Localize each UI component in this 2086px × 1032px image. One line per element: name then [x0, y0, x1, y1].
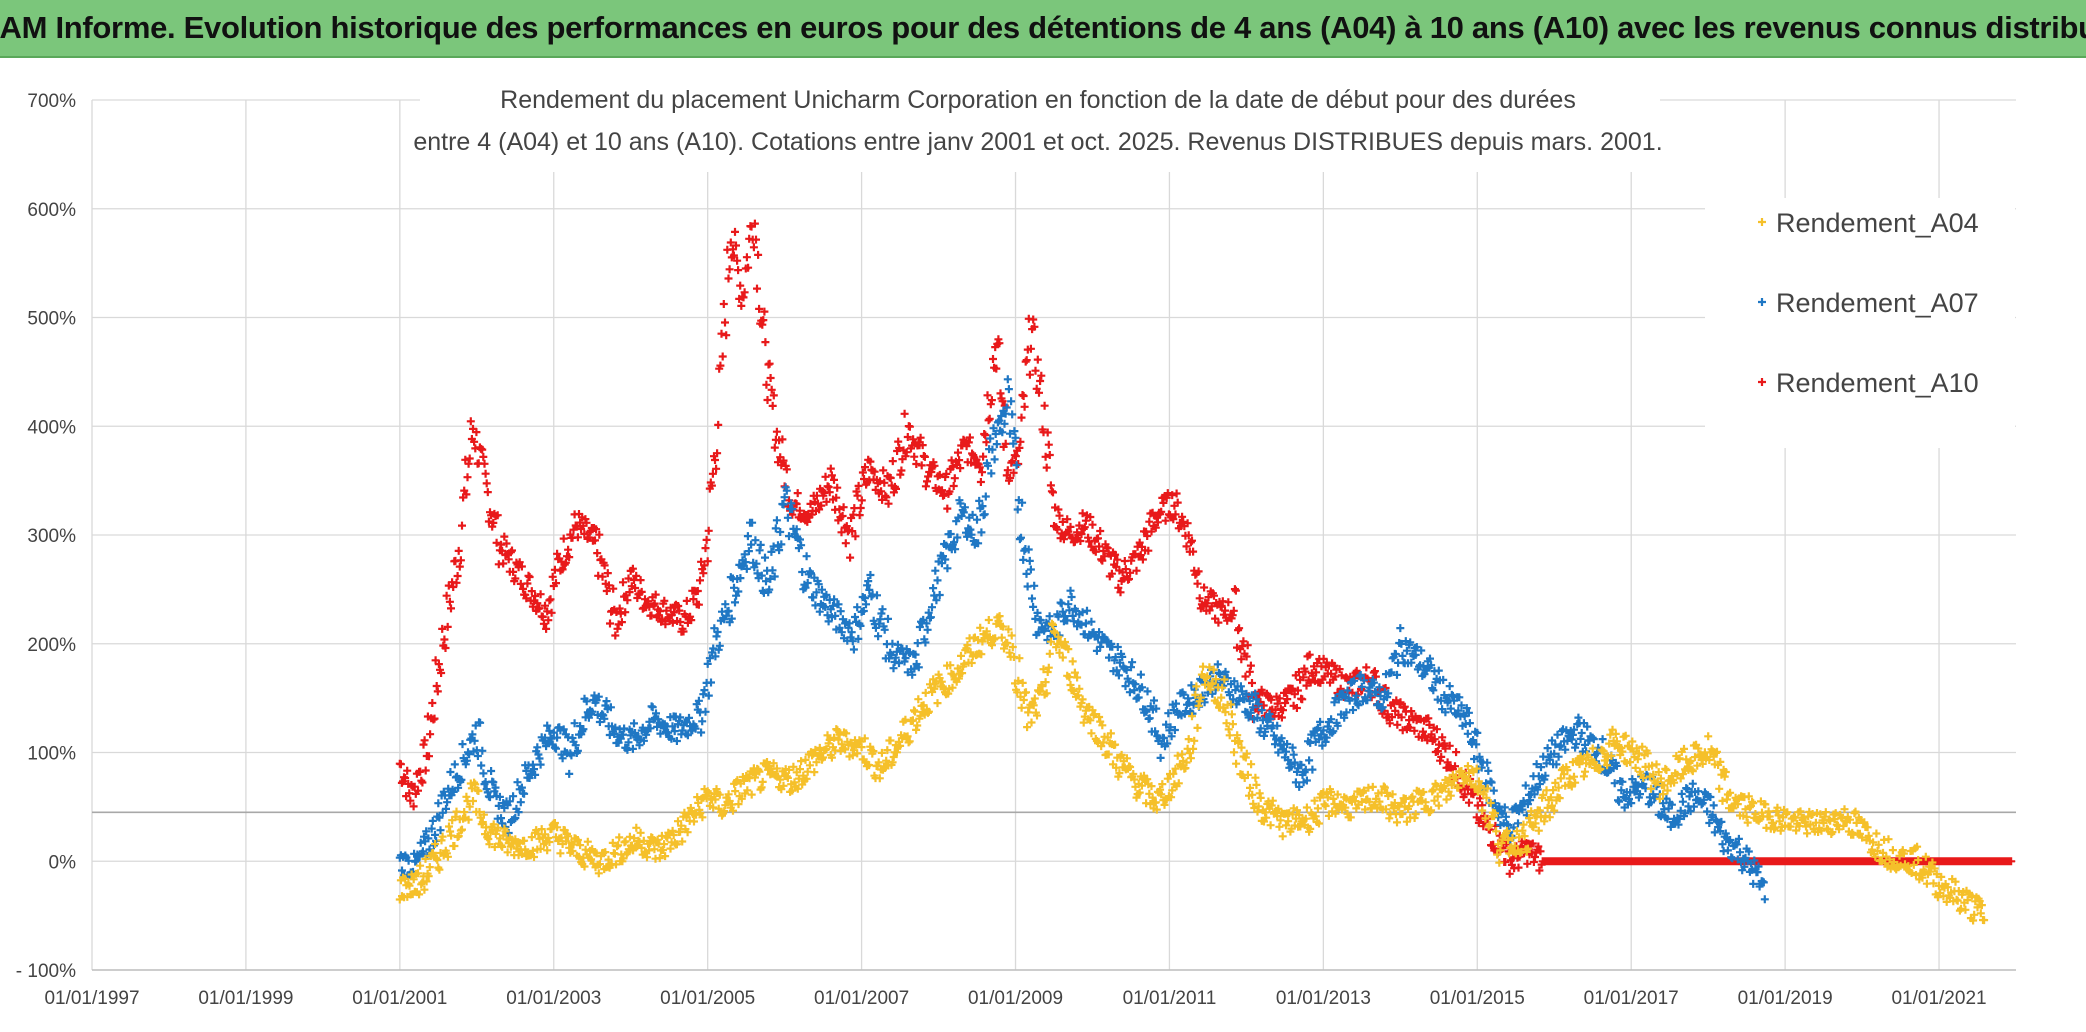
scatter-chart: - 100% 0% 100% 200% 300% 400% 500% 600% 700% 01/…	[0, 58, 2086, 1032]
gridlines	[91, 99, 2016, 971]
page-title-banner: ADAM Informe. Evolution historique des p…	[0, 0, 2086, 58]
y-tick-label: 0%	[49, 852, 77, 873]
y-tick-label: - 100%	[16, 961, 76, 982]
data-points	[395, 219, 2016, 925]
legend-marker-Rendement_A10	[1758, 378, 1766, 386]
series-Rendement_A07	[395, 375, 1769, 904]
y-tick-label: 300%	[27, 526, 76, 547]
x-tick-label: 01/01/1999	[198, 988, 293, 1009]
legend-label: Rendement_A07	[1776, 288, 1979, 318]
series-points-Rendement_A07	[395, 375, 1769, 904]
y-tick-label: 400%	[27, 417, 76, 438]
y-tick-label: 500%	[27, 309, 76, 330]
x-tick-label: 01/01/2009	[968, 988, 1063, 1009]
x-tick-label: 01/01/2007	[814, 988, 909, 1009]
legend: Rendement_A04 Rendement_A07 Rendement_A10	[1705, 198, 2015, 448]
legend-marker-Rendement_A04	[1758, 218, 1766, 226]
x-tick-label: 01/01/2011	[1123, 988, 1217, 1009]
chart-title-line2: entre 4 (A04) et 10 ans (A10). Cotations…	[413, 128, 1662, 156]
x-tick-label: 01/01/2003	[506, 988, 601, 1009]
legend-box	[1705, 198, 2015, 448]
x-tick-label: 01/01/2005	[660, 988, 755, 1009]
y-tick-label: 600%	[27, 200, 76, 221]
series-Rendement_A04	[395, 612, 1989, 925]
x-tick-label: 01/01/2021	[1891, 988, 1986, 1009]
x-tick-label: 01/01/2015	[1430, 988, 1525, 1009]
y-tick-label: 200%	[27, 635, 76, 656]
series-points-Rendement_A10	[395, 219, 2016, 878]
series-points-Rendement_A04	[395, 612, 1989, 925]
legend-label: Rendement_A10	[1776, 368, 1979, 398]
x-tick-label: 01/01/1997	[44, 988, 139, 1009]
x-tick-label: 01/01/2013	[1276, 988, 1371, 1009]
x-tick-label: 01/01/2017	[1584, 988, 1679, 1009]
y-tick-label: 700%	[27, 91, 76, 112]
x-axis-ticks: 01/01/1997 01/01/1999 01/01/2001 01/01/2003…	[44, 988, 1986, 1009]
x-tick-label: 01/01/2019	[1738, 988, 1833, 1009]
legend-marker-Rendement_A07	[1758, 298, 1766, 306]
y-tick-label: 100%	[27, 744, 76, 765]
chart-title-box	[420, 62, 1660, 172]
legend-label: Rendement_A04	[1776, 208, 1979, 238]
y-axis-ticks: - 100% 0% 100% 200% 300% 400% 500% 600% 700%	[16, 91, 76, 982]
series-Rendement_A10	[395, 219, 2016, 878]
chart-title-line1: Rendement du placement Unicharm Corporat…	[500, 86, 1576, 114]
x-tick-label: 01/01/2001	[352, 988, 447, 1009]
